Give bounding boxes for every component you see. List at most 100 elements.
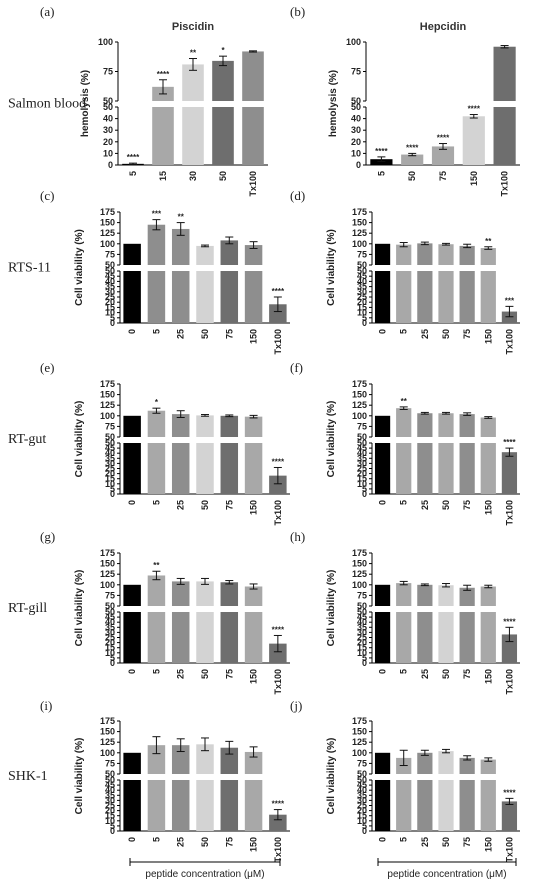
- x-tick-label: 50: [441, 500, 451, 510]
- y-tick-label: 150: [352, 727, 367, 737]
- y-tick-label: 10: [357, 648, 367, 658]
- x-tick-label: 150: [469, 171, 479, 186]
- bar: [171, 612, 190, 663]
- significance-label: ***: [505, 296, 515, 305]
- y-tick-label: 75: [105, 421, 115, 431]
- y-tick-label: 20: [105, 638, 115, 648]
- bar: [417, 612, 433, 663]
- bar: [123, 752, 141, 774]
- y-tick-label: 25: [357, 801, 367, 811]
- y-tick-label: 30: [357, 795, 367, 805]
- significance-label: **: [178, 213, 185, 222]
- y-tick-label: 0: [362, 318, 367, 328]
- bar: [171, 443, 190, 494]
- y-axis-label: Cell viability (%): [74, 229, 85, 306]
- y-tick-label: 5: [362, 313, 367, 323]
- x-tick-label: Tx100: [273, 329, 283, 355]
- y-axis-label: hemolysis (%): [80, 70, 91, 137]
- significance-label: ****: [503, 438, 516, 447]
- bar: [396, 408, 412, 437]
- y-tick-label: 150: [100, 218, 115, 228]
- x-tick-label: 150: [483, 837, 493, 852]
- significance-label: ***: [152, 210, 162, 219]
- y-tick-label: 50: [351, 96, 361, 106]
- y-tick-label: 35: [357, 282, 367, 292]
- bar: [147, 575, 166, 606]
- y-tick-label: 50: [357, 432, 367, 442]
- y-tick-label: 25: [105, 801, 115, 811]
- x-tick-label: 25: [176, 669, 186, 679]
- bar: [171, 414, 190, 437]
- x-tick-label: 75: [224, 329, 234, 339]
- bar: [459, 757, 475, 774]
- y-tick-label: 50: [105, 607, 115, 617]
- y-tick-label: 175: [100, 207, 115, 217]
- y-tick-label: 125: [352, 400, 367, 410]
- x-tick-label: Tx100: [500, 171, 510, 197]
- bar: [501, 452, 518, 494]
- x-tick-label: 50: [441, 329, 451, 339]
- x-tick-label: 75: [224, 837, 234, 847]
- x-tick-label: 5: [151, 669, 161, 674]
- bar: [459, 780, 475, 831]
- bar: [396, 780, 412, 831]
- bar: [438, 443, 454, 494]
- y-tick-label: 50: [357, 266, 367, 276]
- y-tick-label: 75: [103, 67, 113, 77]
- chart-title: Hepcidin: [420, 21, 467, 33]
- bar: [147, 224, 166, 265]
- y-tick-label: 15: [357, 474, 367, 484]
- x-tick-label: 150: [249, 837, 259, 852]
- y-tick-label: 50: [105, 769, 115, 779]
- bar: [212, 107, 234, 165]
- bar: [123, 443, 141, 494]
- y-tick-label: 45: [105, 780, 115, 790]
- bar: [147, 780, 166, 831]
- y-tick-label: 150: [100, 727, 115, 737]
- y-tick-label: 35: [105, 453, 115, 463]
- x-tick-label: 0: [127, 837, 137, 842]
- y-tick-label: 100: [100, 411, 115, 421]
- bar: [501, 311, 518, 323]
- x-tick-label: 0: [127, 500, 137, 505]
- y-tick-label: 50: [105, 432, 115, 442]
- bar: [417, 584, 433, 606]
- x-tick-label: 30: [188, 171, 198, 181]
- y-tick-label: 150: [352, 559, 367, 569]
- x-tick-label: 50: [441, 669, 451, 679]
- bar: [396, 583, 412, 606]
- bar: [171, 780, 190, 831]
- y-tick-label: 25: [105, 633, 115, 643]
- y-tick-label: 125: [100, 228, 115, 238]
- y-tick-label: 125: [100, 569, 115, 579]
- y-tick-label: 0: [110, 318, 115, 328]
- significance-label: **: [401, 397, 408, 406]
- bar: [171, 745, 190, 774]
- y-tick-label: 150: [100, 390, 115, 400]
- x-tick-label: 5: [151, 329, 161, 334]
- bar: [220, 780, 239, 831]
- y-tick-label: 15: [357, 811, 367, 821]
- x-tick-label: 5: [151, 837, 161, 842]
- x-tick-label: 0: [378, 669, 388, 674]
- y-tick-label: 45: [357, 271, 367, 281]
- bar: [374, 780, 391, 831]
- y-tick-label: 5: [362, 821, 367, 831]
- bar: [220, 240, 239, 265]
- x-tick-label: Tx100: [504, 329, 514, 355]
- x-tick-label: 25: [176, 329, 186, 339]
- bar: [459, 414, 475, 437]
- significance-label: **: [190, 49, 197, 58]
- significance-label: **: [485, 237, 492, 246]
- x-tick-label: 15: [158, 171, 168, 181]
- y-tick-label: 50: [357, 260, 367, 270]
- significance-label: ****: [272, 625, 285, 634]
- bar: [374, 243, 391, 265]
- panel-letter: (f): [290, 360, 303, 375]
- bar: [196, 780, 214, 831]
- significance-label: ****: [503, 617, 516, 626]
- y-tick-label: 45: [357, 612, 367, 622]
- y-tick-label: 125: [352, 569, 367, 579]
- x-tick-label: 75: [462, 329, 472, 339]
